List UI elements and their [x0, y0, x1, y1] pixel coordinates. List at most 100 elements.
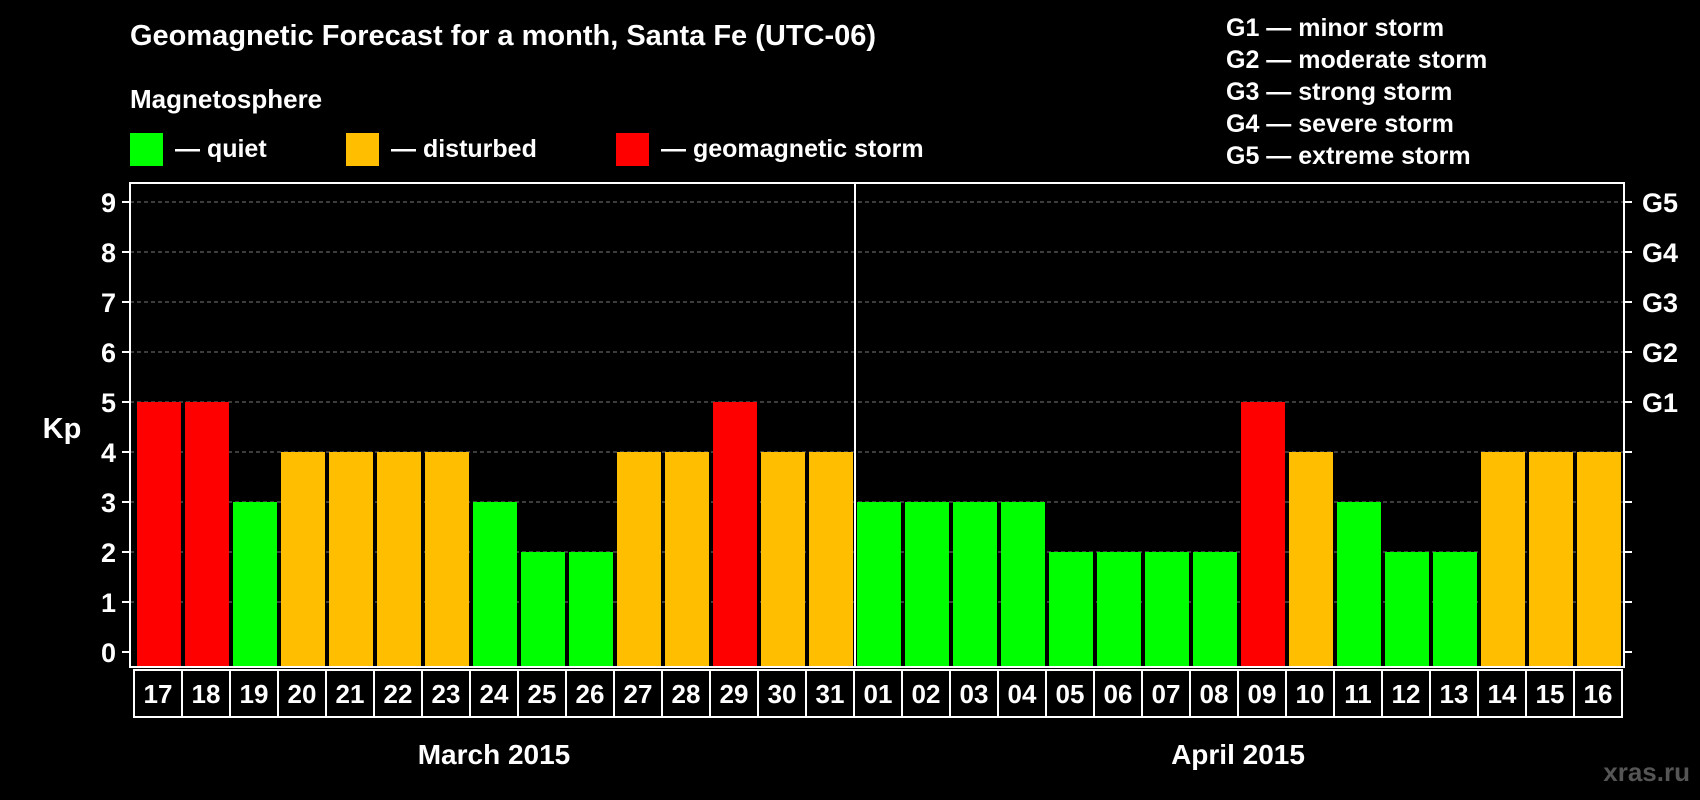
- date-label: 22: [384, 679, 413, 709]
- storm-level-g4: G4 — severe storm: [1226, 110, 1454, 138]
- date-label: 06: [1104, 679, 1133, 709]
- bar: [617, 452, 661, 666]
- legend-item-disturbed: — disturbed: [346, 133, 537, 166]
- bar: [761, 452, 805, 666]
- bar: [1289, 452, 1333, 666]
- date-label: 23: [432, 679, 461, 709]
- date-label: 17: [144, 679, 173, 709]
- y-tick-label: 4: [101, 438, 116, 468]
- y-tick-label: 3: [101, 488, 116, 518]
- bar: [1577, 452, 1621, 666]
- plot-frame: [129, 182, 1625, 668]
- date-label: 16: [1584, 679, 1613, 709]
- date-label: 14: [1488, 679, 1517, 709]
- bar: [713, 402, 757, 666]
- date-label: 03: [960, 679, 989, 709]
- date-label: 29: [720, 679, 749, 709]
- bar: [857, 502, 901, 666]
- bar: [905, 502, 949, 666]
- bar: [953, 502, 997, 666]
- right-tick-label: G5: [1642, 188, 1678, 218]
- storm-level-g2: G2 — moderate storm: [1226, 46, 1488, 74]
- bar: [1433, 552, 1477, 666]
- y-tick-label: 6: [101, 338, 116, 368]
- date-label: 24: [480, 679, 509, 709]
- bar: [1337, 502, 1381, 666]
- date-label: 18: [192, 679, 221, 709]
- bar: [1097, 552, 1141, 666]
- y-tick-label: 9: [101, 188, 116, 218]
- storm-level-legend: G1 — minor storm G2 — moderate storm G3 …: [1226, 12, 1487, 172]
- date-label: 07: [1152, 679, 1181, 709]
- y-tick-label: 7: [101, 288, 116, 318]
- date-label: 26: [576, 679, 605, 709]
- right-tick-label: G1: [1642, 388, 1678, 418]
- date-label: 01: [864, 679, 893, 709]
- date-label: 19: [240, 679, 269, 709]
- bar: [185, 402, 229, 666]
- chart-title: Geomagnetic Forecast for a month, Santa …: [130, 20, 877, 52]
- y-tick-label: 5: [101, 388, 116, 418]
- date-label: 10: [1296, 679, 1325, 709]
- legend-item-quiet: — quiet: [130, 133, 267, 166]
- date-label: 05: [1056, 679, 1085, 709]
- y-tick-label: 8: [101, 238, 116, 268]
- date-label: 13: [1440, 679, 1469, 709]
- month-label: March 2015: [418, 739, 571, 770]
- date-label: 08: [1200, 679, 1229, 709]
- date-label: 31: [816, 679, 845, 709]
- right-tick-label: G3: [1642, 288, 1678, 318]
- bar: [1145, 552, 1189, 666]
- right-tick-label: G2: [1642, 338, 1678, 368]
- date-label: 25: [528, 679, 557, 709]
- date-label: 15: [1536, 679, 1565, 709]
- bar: [569, 552, 613, 666]
- date-label: 12: [1392, 679, 1421, 709]
- date-label: 30: [768, 679, 797, 709]
- bar: [1241, 402, 1285, 666]
- watermark: xras.ru: [1603, 757, 1690, 787]
- legend-swatch-disturbed: [346, 133, 379, 166]
- legend-swatch-quiet: [130, 133, 163, 166]
- date-label: 11: [1344, 679, 1372, 709]
- legend-label-disturbed: — disturbed: [391, 135, 537, 163]
- legend-heading: Magnetosphere: [130, 84, 323, 114]
- date-label: 02: [912, 679, 941, 709]
- bar: [1193, 552, 1237, 666]
- storm-level-g3: G3 — strong storm: [1226, 78, 1453, 106]
- bar: [809, 452, 853, 666]
- bar: [1385, 552, 1429, 666]
- bar: [473, 502, 517, 666]
- bar: [281, 452, 325, 666]
- date-label: 04: [1008, 679, 1037, 709]
- bar: [329, 452, 373, 666]
- legend-swatch-storm: [616, 133, 649, 166]
- bar: [137, 402, 181, 666]
- date-label: 09: [1248, 679, 1277, 709]
- legend-label-storm: — geomagnetic storm: [661, 135, 924, 163]
- date-cell: [1573, 669, 1623, 718]
- y-tick-label: 2: [101, 538, 116, 568]
- bar: [665, 452, 709, 666]
- bar: [1001, 502, 1045, 666]
- date-label: 27: [624, 679, 653, 709]
- bar: [1529, 452, 1573, 666]
- month-label: April 2015: [1171, 739, 1305, 770]
- storm-level-g5: G5 — extreme storm: [1226, 142, 1471, 170]
- bar: [1049, 552, 1093, 666]
- y-tick-label: 0: [101, 638, 116, 668]
- date-label: 28: [672, 679, 701, 709]
- bar: [377, 452, 421, 666]
- date-label: 21: [336, 679, 365, 709]
- bar: [521, 552, 565, 666]
- right-tick-label: G4: [1642, 238, 1678, 268]
- storm-level-g1: G1 — minor storm: [1226, 14, 1445, 42]
- bar: [1481, 452, 1525, 666]
- date-label: 20: [288, 679, 317, 709]
- legend-label-quiet: — quiet: [175, 135, 267, 163]
- bar: [233, 502, 277, 666]
- legend-item-storm: — geomagnetic storm: [616, 133, 924, 166]
- y-tick-label: 1: [101, 588, 116, 618]
- bar: [425, 452, 469, 666]
